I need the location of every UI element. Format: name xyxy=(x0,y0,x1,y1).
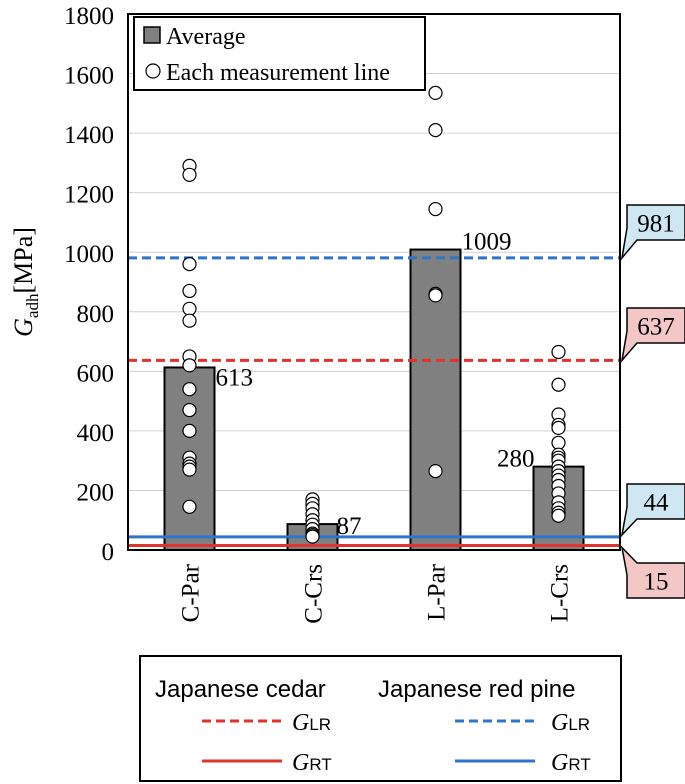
measurement-point xyxy=(182,283,197,299)
y-tick-label: 800 xyxy=(77,301,115,328)
y-tick-label: 1200 xyxy=(64,182,114,209)
x-tick-label: L-Par xyxy=(424,563,451,621)
callout-box xyxy=(620,307,685,363)
measurement-point xyxy=(428,123,443,138)
x-tick-label: C-Par xyxy=(178,563,205,622)
measurement-point xyxy=(182,313,197,328)
legend-pine-title: Japanese red pine xyxy=(378,676,575,703)
callout-44: 44 xyxy=(620,483,685,538)
legend-cedar-title: Japanese cedar xyxy=(155,676,326,703)
legend-cedar-grt-label: GRT xyxy=(292,750,332,776)
legend-average-label: Average xyxy=(166,24,246,50)
y-tick-label: 1000 xyxy=(64,241,114,268)
legend-pine-glr-label: GLR xyxy=(551,710,590,736)
average-label-l-crs: 280 xyxy=(497,446,535,473)
measurement-point xyxy=(182,462,197,477)
measurement-point xyxy=(182,358,197,373)
legend-measurement-label: Each measurement line xyxy=(166,60,390,86)
legend-pine-grt-label: GRT xyxy=(551,750,591,776)
callout-box xyxy=(620,545,685,599)
legend-bottom: Japanese cedar Japanese red pine GLR GRT GLR… xyxy=(139,655,622,782)
measurement-point xyxy=(551,435,566,450)
measurement-point xyxy=(182,257,197,272)
legend-top: Average Each measurement line xyxy=(133,16,426,91)
measurement-point xyxy=(305,529,320,544)
callout-label: 44 xyxy=(644,490,670,517)
average-label-l-par: 1009 xyxy=(462,229,512,256)
measurement-point xyxy=(551,377,566,392)
legend-measurement-marker xyxy=(145,63,161,79)
legend-cedar-glr-label: GLR xyxy=(292,710,331,736)
y-tick-label: 600 xyxy=(77,360,115,387)
average-label-c-crs: 87 xyxy=(337,513,362,540)
measurement-point xyxy=(428,463,443,479)
legend-average-swatch xyxy=(143,26,161,44)
legend-frame xyxy=(133,16,426,91)
measurement-point xyxy=(428,85,443,101)
measurement-point xyxy=(182,301,197,316)
callout-981: 981 xyxy=(620,204,685,261)
callout-label: 15 xyxy=(644,569,669,596)
callout-box xyxy=(620,483,685,538)
callout-15: 15 xyxy=(620,545,685,599)
callout-box xyxy=(620,204,685,261)
y-tick-label: 1400 xyxy=(64,122,114,149)
callout-637: 637 xyxy=(620,307,685,363)
measurement-point xyxy=(428,288,443,303)
measurement-point xyxy=(182,167,197,182)
measurement-point xyxy=(551,344,566,360)
measurement-point xyxy=(182,402,197,418)
plot-frame xyxy=(127,13,621,551)
measurement-point xyxy=(551,508,566,523)
y-tick-label: 1600 xyxy=(64,63,114,90)
y-tick-label: 400 xyxy=(77,420,115,447)
callout-label: 981 xyxy=(637,211,675,238)
y-tick-label: 200 xyxy=(77,479,115,506)
callout-label: 637 xyxy=(637,314,675,341)
x-tick-label: L-Crs xyxy=(547,564,574,622)
measurement-point xyxy=(182,382,197,397)
y-tick-label: 1800 xyxy=(64,3,114,30)
measurement-point xyxy=(428,201,443,217)
bottom-legend-frame xyxy=(139,655,622,782)
measurement-point xyxy=(551,420,566,436)
average-label-c-par: 613 xyxy=(216,364,254,391)
y-tick-label: 0 xyxy=(102,539,115,566)
x-tick-label: C-Crs xyxy=(301,564,328,624)
measurement-point xyxy=(182,423,197,438)
measurement-point xyxy=(182,499,197,514)
y-axis-title: Gadh[MPa] xyxy=(9,227,42,337)
